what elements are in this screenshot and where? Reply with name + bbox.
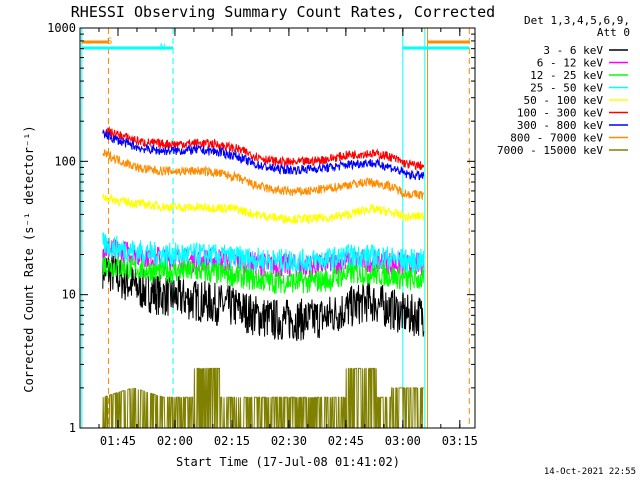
series-line-25-50-kev [102,232,425,274]
legend-label-3-6-kev: 3 - 6 keV [543,44,603,57]
y-tick-label-10: 10 [62,288,76,302]
legend-header-0: Det 1,3,4,5,6,9, [524,14,630,27]
legend-label-25-50-kev: 25 - 50 keV [530,82,603,95]
series-line-7000-15000-kev [102,367,424,429]
legend-label-100-300-kev: 100 - 300 keV [517,107,603,120]
x-tick-label-0215: 02:15 [214,434,250,448]
series-line-12-25-kev [102,256,425,294]
legend-label-300-800-kev: 300 - 800 keV [517,119,603,132]
series-line-300-800-kev [102,129,425,181]
chart-title: RHESSI Observing Summary Count Rates, Co… [71,3,495,21]
legend-label-7000-15000-kev: 7000 - 15000 keV [497,144,603,157]
y-tick-label-100: 100 [54,154,76,168]
y-tick-label-1000: 1000 [47,21,76,35]
legend-header-1: Att 0 [597,26,630,39]
state-flags: SN [81,37,470,53]
x-axis-label: Start Time (17-Jul-08 01:41:02) [176,455,400,469]
legend-label-12-25-kev: 12 - 25 keV [530,69,603,82]
series-line-100-300-kev [102,125,425,171]
series-line-3-6-kev [102,249,425,341]
legend-label-6-12-kev: 6 - 12 keV [537,57,604,70]
series-line-800-7000-kev [102,149,425,201]
legend-label-50-100-kev: 50 - 100 keV [524,94,604,107]
axes: 1 10 100 1000 01:45 02:00 02:15 02:30 02:45 03:00… [47,21,478,448]
y-axis-label: Corrected Count Rate (s⁻¹ detector⁻¹) [22,125,36,392]
flag-label-s: S [107,37,112,47]
count-rate-series [102,125,425,429]
x-tick-label-0200: 02:00 [157,434,193,448]
x-tick-label-0315: 03:15 [442,434,478,448]
legend-label-800-7000-kev: 800 - 7000 keV [510,132,603,145]
x-tick-label-0230: 02:30 [271,434,307,448]
x-tick-label-0145: 01:45 [100,434,136,448]
x-tick-label-0300: 03:00 [385,434,421,448]
date-stamp: 14-Oct-2021 22:55 [544,467,636,477]
vertical-markers [81,28,470,428]
flag-label-n: N [160,43,165,53]
y-tick-label-1: 1 [69,421,76,435]
series-line-50-100-kev [102,193,425,225]
plot-frame [79,27,476,429]
x-tick-label-0245: 02:45 [328,434,364,448]
